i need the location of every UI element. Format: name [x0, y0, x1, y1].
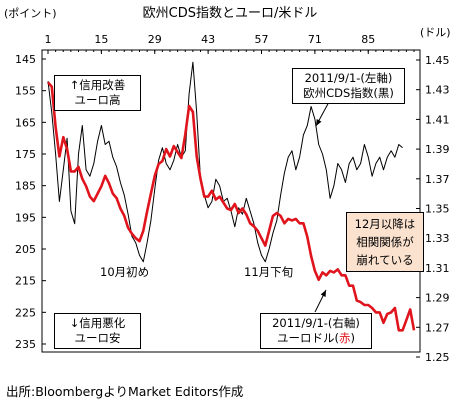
- right-tick-label: 1.25: [425, 351, 450, 364]
- left-tick-label: 225: [15, 306, 36, 319]
- credit-worse-box: ↓信用悪化 ユーロ安: [54, 313, 141, 349]
- eur-note-red: 赤: [339, 331, 351, 345]
- eur-note-suffix: ): [350, 331, 356, 345]
- eur-note-arrow-head: [320, 290, 326, 297]
- cds-note-line1: 2011/9/1-(左軸): [304, 71, 393, 85]
- eur-note-line2: ユーロドル(赤): [267, 331, 365, 346]
- credit-worse-line1: ↓信用悪化: [69, 316, 126, 330]
- right-tick-label: 1.29: [425, 292, 450, 305]
- eur-note-line1: 2011/9/1-(右軸): [272, 316, 360, 330]
- x-tick-label: 71: [308, 33, 322, 46]
- right-tick-label: 1.39: [425, 143, 450, 156]
- source-note: 出所:BloombergよりMarket Editors作成: [6, 384, 244, 399]
- left-tick-label: 185: [15, 180, 36, 193]
- correlation-note-box: 12月以降は 相関関係が 崩れている: [346, 212, 424, 272]
- right-tick-label: 1.27: [425, 321, 450, 334]
- early-oct-label: 10月初め: [100, 265, 150, 279]
- right-tick-label: 1.45: [425, 54, 450, 67]
- cds-note-line2: 欧州CDS指数(黒): [303, 86, 394, 100]
- correlation-note-line3: 崩れている: [356, 253, 414, 267]
- cds-note-arrow-head: [316, 119, 322, 126]
- left-tick-label: 165: [15, 116, 36, 129]
- x-tick-label: 1: [45, 33, 52, 46]
- credit-worse-line2: ユーロ安: [74, 331, 121, 345]
- x-tick-label: 15: [94, 33, 108, 46]
- credit-improve-line1: ↑信用改善: [69, 78, 126, 92]
- right-tick-label: 1.35: [425, 203, 450, 216]
- x-tick-label: 57: [255, 33, 269, 46]
- eur-note-prefix: ユーロドル(: [277, 331, 339, 345]
- left-axis-unit: (ポイント): [4, 7, 57, 20]
- x-tick-label: 29: [148, 33, 162, 46]
- right-tick-label: 1.43: [425, 84, 450, 97]
- credit-improve-line2: ユーロ高: [74, 93, 121, 107]
- x-tick-label: 85: [361, 33, 375, 46]
- right-axis-unit: (ドル): [420, 26, 451, 39]
- correlation-note-line1: 12月以降は: [354, 217, 416, 231]
- right-tick-label: 1.33: [425, 232, 450, 245]
- left-tick-label: 155: [15, 85, 36, 98]
- right-tick-label: 1.31: [425, 262, 450, 275]
- chart-title: 欧州CDS指数とユーロ/米ドル: [143, 6, 318, 21]
- left-tick-label: 175: [15, 148, 36, 161]
- cds-series-line: [47, 61, 403, 263]
- left-tick-label: 215: [15, 275, 36, 288]
- late-nov-label: 11月下旬: [244, 265, 294, 279]
- cds-note-box: 2011/9/1-(左軸) 欧州CDS指数(黒): [292, 68, 405, 104]
- correlation-note-line2: 相関関係が: [356, 235, 414, 249]
- left-tick-label: 205: [15, 243, 36, 256]
- right-tick-label: 1.37: [425, 173, 450, 186]
- left-tick-label: 195: [15, 211, 36, 224]
- eurusd-series-line: [47, 81, 416, 332]
- eur-note-box: 2011/9/1-(右軸) ユーロドル(赤): [260, 313, 372, 349]
- credit-improve-box: ↑信用改善 ユーロ高: [54, 75, 141, 111]
- left-tick-label: 235: [15, 338, 36, 351]
- left-tick-label: 145: [15, 53, 36, 66]
- right-tick-label: 1.41: [425, 113, 450, 126]
- x-tick-label: 43: [201, 33, 215, 46]
